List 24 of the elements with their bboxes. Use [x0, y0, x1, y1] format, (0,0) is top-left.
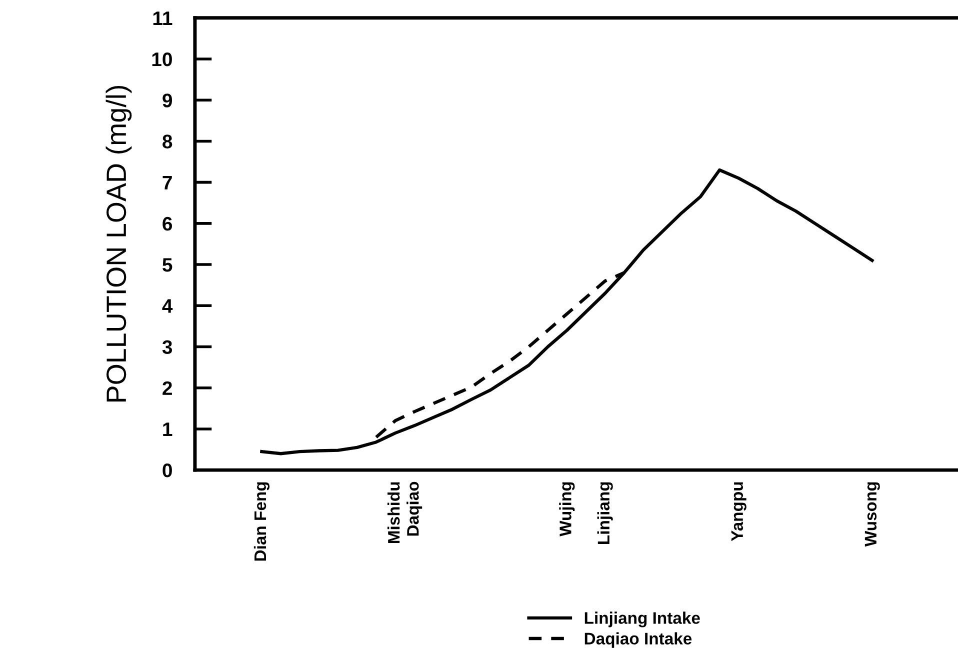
- y-tick-label: 2: [162, 381, 172, 395]
- y-axis-title: POLLUTION LOAD (mg/l): [106, 86, 132, 402]
- x-tick-label: Yangpu: [731, 482, 746, 542]
- y-tick-label: 1: [163, 422, 172, 436]
- legend-label: Daqiao Intake: [584, 632, 692, 648]
- y-tick-label: 6: [162, 216, 172, 231]
- y-tick-label: 3: [162, 340, 172, 354]
- x-tick-label: Daqiao: [406, 482, 422, 536]
- x-tick-label: Wujing: [559, 482, 575, 536]
- y-tick-label: 10: [152, 52, 172, 66]
- y-tick-label: 11: [153, 12, 172, 25]
- line-series: [260, 168, 874, 456]
- y-tick-label: 8: [162, 134, 172, 148]
- y-tick-label: 4: [162, 299, 173, 313]
- y-tick-label: 5: [162, 258, 172, 272]
- legend-label: Linjiang Intake: [584, 612, 700, 628]
- line-series: [374, 271, 626, 439]
- y-tick-label: 7: [162, 176, 172, 190]
- y-tick-label: 0: [162, 464, 172, 478]
- x-tick-label: Mishidu: [387, 482, 400, 544]
- x-tick-label: Linjiang: [597, 482, 613, 544]
- x-tick-label: Wusong: [864, 482, 880, 547]
- x-tick-label: Dian Feng: [254, 482, 270, 561]
- y-tick-label: 9: [162, 94, 172, 108]
